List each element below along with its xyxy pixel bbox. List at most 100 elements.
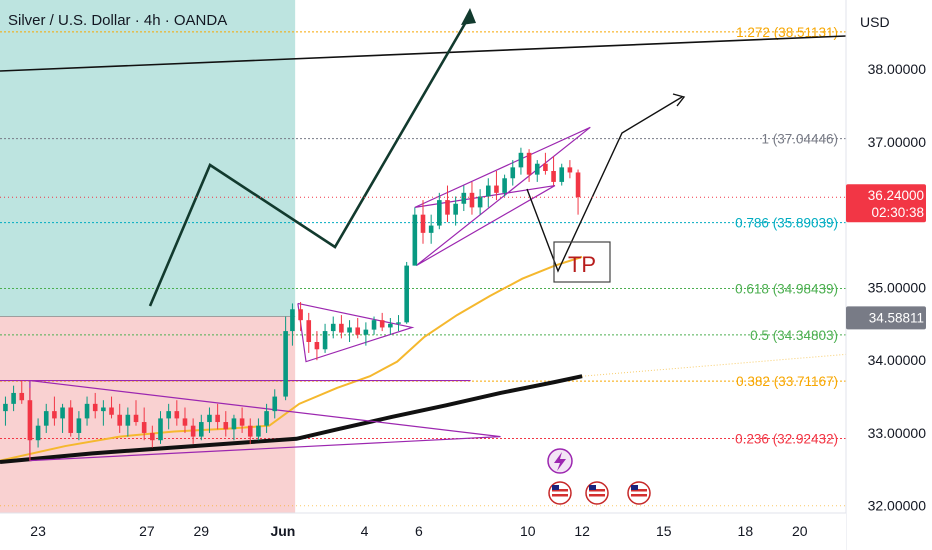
x-tick-label: 4: [361, 523, 369, 539]
flag-canton: [631, 485, 638, 490]
candle-body: [404, 265, 409, 323]
currency-label: USD: [860, 14, 890, 30]
flag-stripe: [589, 489, 605, 492]
candle-body: [283, 331, 288, 397]
candle-body: [256, 425, 261, 437]
flag-stripe: [552, 494, 568, 497]
candle-body: [461, 192, 467, 204]
candle-body: [109, 407, 114, 415]
candle-body: [117, 414, 122, 426]
candle-body: [223, 422, 229, 430]
moving-averages-layer: [0, 255, 847, 465]
candle-body: [453, 203, 458, 215]
candle-body: [339, 323, 344, 333]
candle-body: [198, 422, 204, 437]
candle-body: [322, 331, 328, 350]
flag-canton: [589, 485, 596, 490]
slow-moving-average: [0, 374, 583, 465]
candle-body: [371, 320, 377, 330]
candle-body: [306, 320, 312, 342]
fib-level-label: 0.236 (32.92432): [735, 431, 838, 446]
candle-body: [428, 225, 434, 233]
candle-body: [502, 178, 507, 193]
fib-levels-layer: 1.272 (38.51131) 1 (37.04446) 0.786 (35.89…: [0, 25, 846, 507]
candle-body: [166, 411, 171, 419]
last-price-tag: [846, 184, 926, 223]
candle-body: [158, 418, 163, 441]
fast-moving-average: [0, 255, 583, 462]
candle-body: [347, 327, 352, 333]
forecast-path: [526, 96, 683, 273]
candle-body: [35, 425, 41, 441]
x-tick-label: 12: [574, 523, 590, 539]
candle-body: [92, 403, 98, 412]
bar-countdown: 02:30:38: [871, 205, 924, 220]
candle-body: [412, 214, 418, 266]
candle-body: [494, 185, 499, 193]
candle-body: [207, 414, 212, 423]
candle-body: [264, 411, 269, 426]
candle-body: [379, 320, 385, 328]
candle-body: [510, 167, 516, 179]
x-tick-label: 20: [792, 523, 808, 539]
time-axis-panel: [0, 513, 846, 550]
tp-box: [553, 241, 611, 283]
crosshair-price-value: 34.58811: [869, 310, 924, 325]
candle-body: [567, 167, 573, 173]
fib-level-label: 0.382 (33.71167): [736, 374, 838, 389]
candle-body: [84, 403, 90, 419]
last-price-value: 36.24000: [868, 188, 924, 203]
candle-body: [420, 214, 426, 233]
candle-body: [150, 432, 155, 441]
pennant-pattern: [297, 302, 415, 363]
long-trendline: [0, 35, 847, 72]
candle-body: [247, 425, 253, 437]
flag-stripe: [631, 489, 647, 492]
candle-body: [559, 167, 565, 182]
candle-body: [469, 192, 475, 208]
price-tags-layer: 36.24000 02:30:38 34.58811: [0, 184, 926, 330]
y-tick-label: 38.00000: [868, 61, 927, 77]
candle-body: [518, 152, 524, 168]
candle-body: [526, 152, 532, 175]
us-flag-icon: [585, 481, 609, 505]
us-flag-icon: [548, 481, 572, 505]
candle-body: [445, 200, 450, 215]
x-tick-label: 10: [520, 523, 536, 539]
candle-body: [76, 418, 82, 433]
crosshair-price-tag: [846, 306, 926, 330]
candle-body: [101, 407, 106, 412]
candle-body: [396, 322, 401, 324]
candle-body: [298, 309, 303, 321]
candle-body: [231, 418, 237, 430]
wave-arrow-head: [461, 8, 476, 25]
x-tick-label: 18: [738, 523, 754, 539]
candle-body: [437, 200, 442, 226]
chart-title: Silver / U.S. Dollar · 4h · OANDA: [8, 12, 227, 29]
flag-canton: [552, 485, 559, 490]
candle-body: [125, 414, 131, 426]
candle-body: [534, 163, 540, 175]
candle-body: [19, 392, 25, 401]
forecast-arrow-head: [672, 93, 686, 107]
candle-body: [190, 425, 196, 437]
fib-level-label: 0.618 (34.98439): [735, 282, 838, 297]
x-tick-label: 15: [656, 523, 672, 539]
candle-body: [388, 323, 393, 328]
projected-wave-path: [148, 14, 472, 307]
candle-body: [290, 309, 295, 332]
axes-layer: 38.00000 37.00000 35.00000 34.00000 33.00000…: [30, 61, 926, 539]
candle-body: [485, 185, 491, 197]
y-tick-label: 32.00000: [868, 498, 927, 514]
y-tick-label: 37.00000: [868, 134, 927, 150]
fib-level-label: 1.272 (38.51131): [736, 25, 838, 40]
y-tick-label: 33.00000: [868, 425, 927, 441]
flag-stripe: [631, 494, 647, 497]
y-tick-label: 35.00000: [868, 279, 927, 295]
target-zone: [0, 0, 296, 317]
candle-body: [133, 414, 139, 423]
candle-body: [314, 342, 320, 350]
candles-layer: [3, 147, 581, 461]
candle-body: [52, 411, 57, 419]
